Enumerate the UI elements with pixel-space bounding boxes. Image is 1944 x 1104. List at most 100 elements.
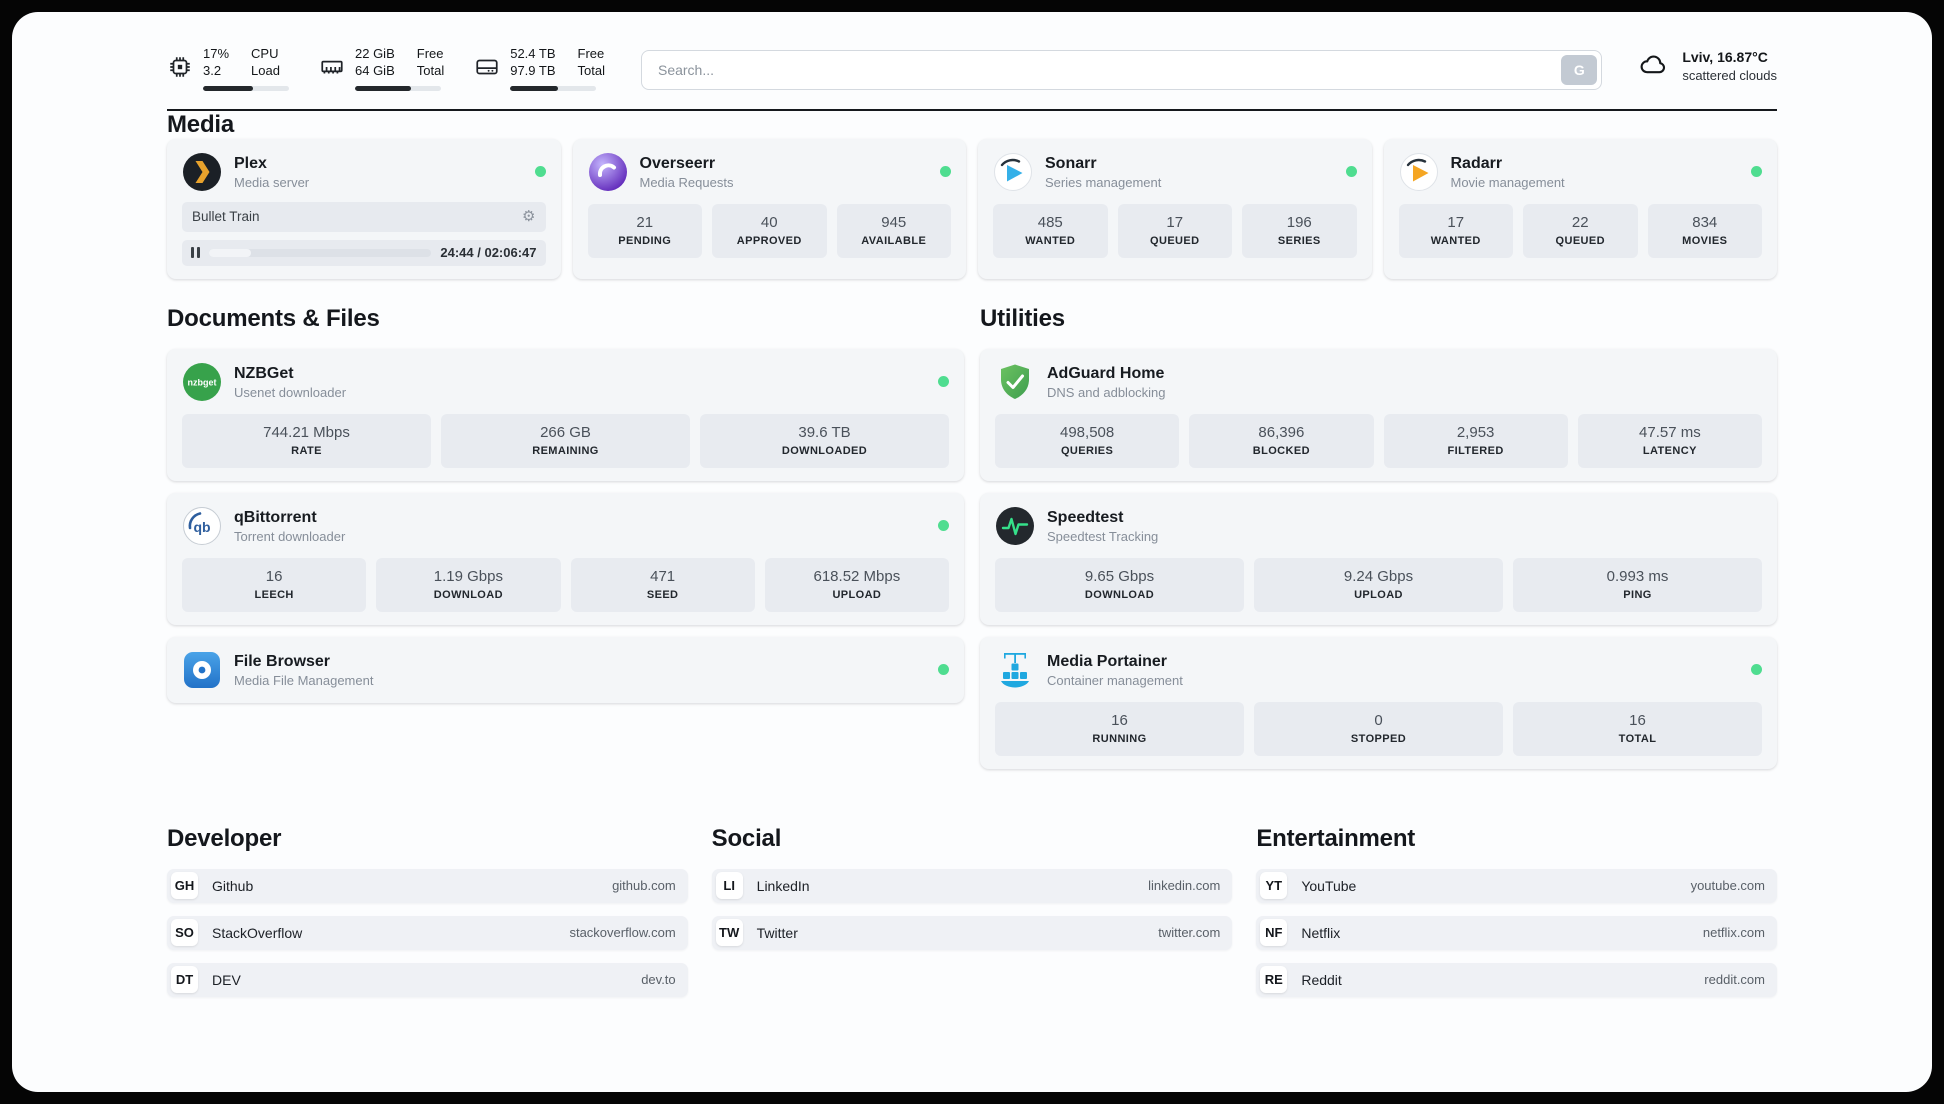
bookmark-name: StackOverflow	[212, 924, 303, 941]
stat-adguard-queries: 498,508 QUERIES	[995, 413, 1180, 468]
status-dot-plex	[534, 166, 546, 178]
disk-label-top: Free	[577, 46, 605, 61]
radarr-title: Radarr	[1450, 154, 1503, 172]
sonarr-title: Sonarr	[1045, 154, 1097, 172]
header-divider	[167, 108, 1777, 111]
stat-radarr-queued: 22 QUEUED	[1523, 203, 1638, 258]
ram-total-value: 64 GiB	[355, 62, 395, 78]
bookmark-domain: netflix.com	[1702, 925, 1765, 941]
ram-progress-bar	[355, 85, 441, 91]
plex-subtitle: Media server	[234, 174, 310, 190]
stat-portainer-running: 16 RUNNING	[995, 701, 1244, 756]
cpu-widget: 17% 3.2 CPU Load	[167, 46, 289, 91]
ram-progress-fill	[355, 85, 411, 91]
stat-portainer-total: 16 TOTAL	[1513, 701, 1762, 756]
plex-progress-fill	[209, 248, 252, 257]
cpu-progress-fill	[203, 85, 253, 91]
overseerr-icon	[588, 152, 628, 192]
adguard-title: AdGuard Home	[1047, 364, 1165, 382]
bookmark-domain: linkedin.com	[1148, 878, 1221, 894]
bookmark-abbr: YT	[1260, 872, 1288, 900]
stat-speedtest-download: 9.65 Gbps DOWNLOAD	[995, 557, 1244, 612]
nzbget-icon: nzbget	[182, 362, 222, 402]
cpu-label-top: CPU	[251, 46, 279, 61]
plex-title: Plex	[234, 154, 267, 172]
cloud-icon	[1636, 49, 1670, 84]
section-title-developer: Developer	[167, 824, 282, 852]
search-input[interactable]	[640, 50, 1603, 90]
search-engine-button[interactable]: G	[1561, 55, 1598, 85]
portainer-icon	[995, 650, 1035, 690]
bookmark-twitter[interactable]: TW Twitter twitter.com	[711, 915, 1233, 950]
nzbget-title: NZBGet	[234, 364, 294, 382]
plex-progress-track[interactable]	[209, 248, 432, 257]
filebrowser-icon	[182, 650, 222, 690]
bookmark-group-social: Social LI LinkedIn linkedin.com TW Twitt…	[711, 825, 1233, 1010]
media-grid: Plex Media server Bullet Train ⚙ 24:44 /…	[167, 138, 1777, 279]
radarr-subtitle: Movie management	[1450, 174, 1565, 190]
bookmark-abbr: RE	[1260, 966, 1288, 994]
qbittorrent-subtitle: Torrent downloader	[234, 528, 346, 544]
disk-total-value: 97.9 TB	[510, 62, 556, 78]
bookmark-domain: youtube.com	[1690, 878, 1765, 894]
status-dot-radarr	[1751, 166, 1762, 178]
ram-widget: 22 GiB 64 GiB Free Total	[319, 46, 444, 91]
bookmark-domain: dev.to	[641, 972, 676, 988]
app-tile-overseerr[interactable]: Overseerr Media Requests 21 PENDING 40 A…	[572, 138, 966, 279]
bookmark-reddit[interactable]: RE Reddit reddit.com	[1256, 962, 1777, 997]
cpu-progress-bar	[203, 85, 289, 91]
status-dot-portainer	[1751, 664, 1762, 676]
radarr-icon	[1399, 152, 1439, 192]
status-dot-qbittorrent	[938, 520, 949, 532]
bookmark-domain: reddit.com	[1704, 972, 1765, 988]
bookmark-dev[interactable]: DT DEV dev.to	[167, 962, 688, 997]
stat-speedtest-upload: 9.24 Gbps UPLOAD	[1254, 557, 1503, 612]
app-tile-radarr[interactable]: Radarr Movie management 17 WANTED 22 QUE…	[1383, 138, 1777, 279]
app-tile-filebrowser[interactable]: File Browser Media File Management	[167, 636, 964, 703]
stat-adguard-blocked: 86,396 BLOCKED	[1189, 413, 1374, 468]
qbittorrent-title: qBittorrent	[234, 508, 317, 526]
plex-player-bar: 24:44 / 02:06:47	[182, 239, 546, 266]
stat-qbittorrent-seed: 471 SEED	[570, 557, 755, 612]
bookmark-name: YouTube	[1301, 877, 1357, 894]
app-tile-sonarr[interactable]: Sonarr Series management 485 WANTED 17 Q…	[978, 138, 1372, 279]
bookmark-youtube[interactable]: YT YouTube youtube.com	[1256, 868, 1777, 903]
stat-sonarr-series: 196 SERIES	[1242, 203, 1357, 258]
plex-now-playing: Bullet Train ⚙	[182, 201, 546, 232]
weather-widget: Lviv, 16.87°C scattered clouds	[1636, 48, 1777, 84]
app-tile-nzbget[interactable]: nzbget NZBGet Usenet downloader 744.21 M…	[167, 348, 964, 481]
stat-adguard-filtered: 2,953 FILTERED	[1383, 413, 1568, 468]
pause-icon[interactable]	[191, 247, 200, 259]
overseerr-title: Overseerr	[639, 154, 716, 172]
speedtest-title: Speedtest	[1047, 508, 1124, 526]
stat-overseerr-available: 945 AVAILABLE	[836, 203, 951, 258]
nzbget-subtitle: Usenet downloader	[234, 384, 347, 400]
stat-qbittorrent-download: 1.19 Gbps DOWNLOAD	[376, 557, 561, 612]
plex-media-name: Bullet Train	[192, 209, 260, 225]
bookmark-netflix[interactable]: NF Netflix netflix.com	[1256, 915, 1777, 950]
disk-label-bottom: Total	[577, 62, 605, 78]
plex-icon	[182, 152, 222, 192]
gear-icon[interactable]: ⚙	[522, 208, 536, 226]
bookmark-github[interactable]: GH Github github.com	[167, 868, 688, 903]
bookmark-name: DEV	[212, 971, 241, 988]
stat-sonarr-wanted: 485 WANTED	[993, 203, 1108, 258]
adguard-subtitle: DNS and adblocking	[1047, 384, 1166, 400]
sonarr-icon	[993, 152, 1033, 192]
stat-qbittorrent-upload: 618.52 Mbps UPLOAD	[764, 557, 949, 612]
app-tile-portainer[interactable]: Media Portainer Container management 16 …	[980, 636, 1777, 769]
stat-nzbget-remaining: 266 GB REMAINING	[441, 413, 690, 468]
section-title-documents: Documents & Files	[167, 304, 380, 332]
hard-drive-icon	[474, 54, 500, 80]
app-tile-qbittorrent[interactable]: qb qBittorrent Torrent downloader 16 LEE…	[167, 492, 964, 625]
app-tile-speedtest[interactable]: Speedtest Speedtest Tracking 9.65 Gbps D…	[980, 492, 1777, 625]
app-tile-plex[interactable]: Plex Media server Bullet Train ⚙ 24:44 /…	[167, 138, 561, 279]
bookmark-abbr: LI	[715, 872, 743, 900]
bookmark-linkedin[interactable]: LI LinkedIn linkedin.com	[711, 868, 1233, 903]
bookmark-stackoverflow[interactable]: SO StackOverflow stackoverflow.com	[167, 915, 688, 950]
weather-location: Lviv, 16.87°C	[1682, 49, 1768, 65]
section-title-utilities: Utilities	[980, 304, 1065, 332]
cpu-percent: 17%	[203, 46, 230, 61]
app-tile-adguard[interactable]: AdGuard Home DNS and adblocking 498,508 …	[980, 348, 1777, 481]
